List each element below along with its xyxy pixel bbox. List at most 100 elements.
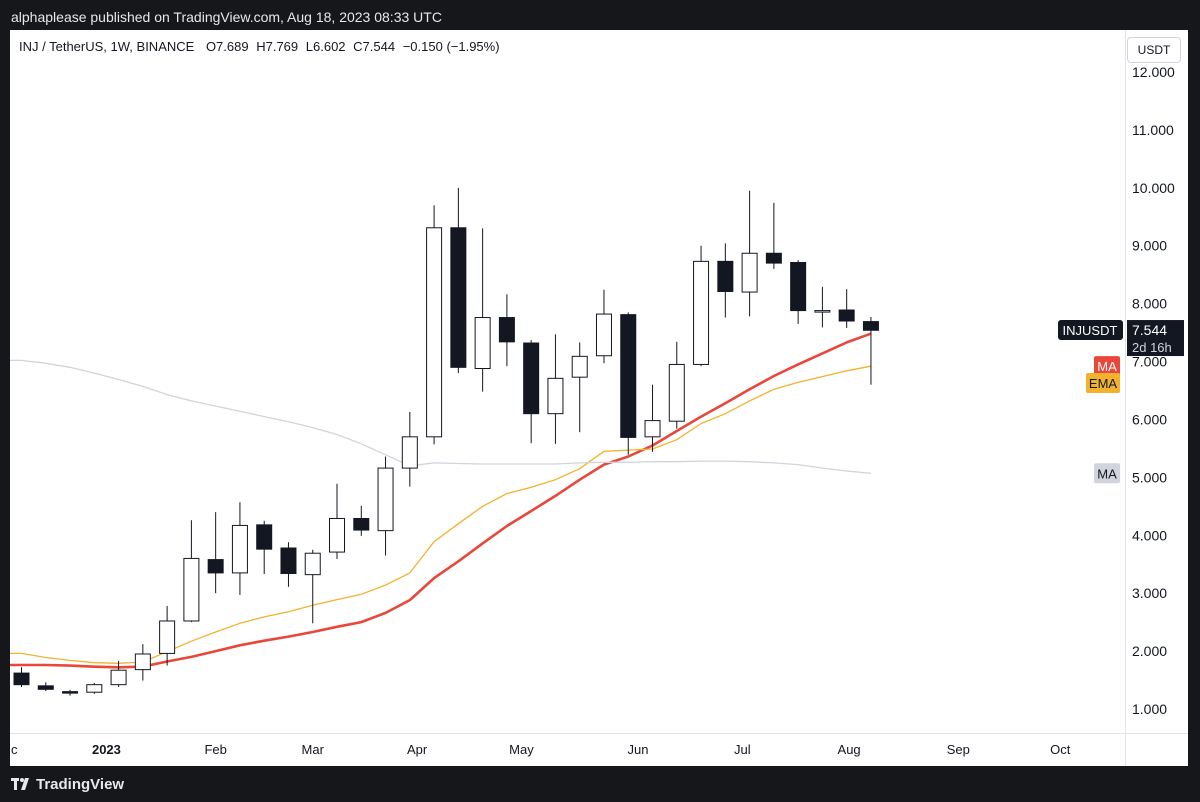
candle[interactable] [377,456,394,556]
footer-bar: TradingView [0,766,1200,802]
footer-brand[interactable]: TradingView [36,776,125,793]
candle-body-down [207,559,224,574]
candle-body-down [62,691,79,694]
candle[interactable] [353,505,370,536]
candle[interactable] [838,289,855,328]
candle-body-up [110,669,127,686]
candle-body-down [13,672,30,686]
y-tick-label: 2.000 [1132,643,1167,659]
candle-body-up [134,653,151,671]
candle-body-up [474,317,491,369]
candle[interactable] [765,202,782,269]
candle[interactable] [547,334,564,444]
symbol-tag-text: INJUSDT [1063,323,1118,338]
high-value: H7.769 [256,39,299,54]
candles [13,187,879,696]
candle[interactable] [304,549,321,624]
y-tick-label: 6.000 [1132,411,1167,427]
candle[interactable] [426,205,443,445]
candle-body-up [547,377,564,415]
x-tick-label: Jul [734,742,751,757]
candle[interactable] [523,340,540,444]
series-label-bg-0 [1094,356,1120,377]
candle-body-down [862,321,879,331]
candle-body-down [523,342,540,415]
candle[interactable] [474,228,491,392]
series-label-2: MA [1097,466,1117,481]
candle-body-down [838,309,855,322]
candle-body-down [37,685,54,690]
candle[interactable] [329,483,346,560]
candle[interactable] [37,682,54,692]
x-tick-label: Sep [947,742,970,757]
candle[interactable] [231,502,248,595]
candle-body-down [498,317,515,343]
candle[interactable] [498,294,515,367]
axis-labels: INJUSDT 7.544 2d 16h MA EMA MA [1058,320,1184,484]
candle[interactable] [620,312,637,455]
series-label-1: EMA [1089,376,1118,391]
y-tick-label: 12.000 [1132,64,1175,80]
candle[interactable] [814,286,831,328]
candle-body-up [426,227,443,438]
x-tick-label: Aug [838,742,861,757]
currency-button[interactable]: USDT [1127,37,1181,63]
candle-body-up [595,313,612,357]
candle[interactable] [450,187,467,374]
candle-body-up [159,620,176,654]
time-axis[interactable]: c 2023 Feb Mar Apr May Jun Jul Aug Sep Oct [11,742,1071,757]
low-value: L6.602 [305,39,346,54]
candle[interactable] [401,411,418,487]
candle[interactable] [862,316,879,385]
candle[interactable] [183,520,200,623]
tradingview-logo-icon[interactable] [11,777,33,791]
series-label-0: MA [1097,359,1117,374]
x-tick-label: Mar [302,742,325,757]
y-tick-label: 9.000 [1132,238,1167,254]
y-tick-label: 4.000 [1132,527,1167,543]
x-tick-label: Oct [1050,742,1071,757]
candle[interactable] [595,289,612,364]
candle[interactable] [693,245,710,367]
publisher-text: alphaplease published on TradingView.com… [11,9,442,25]
candle[interactable] [13,667,30,687]
candle-body-down [256,524,273,550]
candle[interactable] [668,341,685,429]
symbol-legend[interactable]: INJ / TetherUS, 1W, BINANCE O7.689 H7.76… [19,39,500,54]
candle-body-up [86,684,103,693]
candle-body-down [765,252,782,264]
candle[interactable] [256,520,273,575]
candle-body-up [401,436,418,469]
symbol-name[interactable]: INJ / TetherUS, 1W, BINANCE [19,39,195,54]
candle[interactable] [571,342,588,433]
candle-body-down [280,547,297,574]
y-tick-label: 3.000 [1132,585,1167,601]
symbol-price-tag[interactable]: INJUSDT 7.544 2d 16h [1058,320,1184,357]
candle-body-up [644,420,661,438]
candle[interactable] [280,542,297,587]
candle-body-down [620,314,637,438]
candle[interactable] [644,384,661,452]
price-chart[interactable]: 12.000 11.000 10.000 9.000 8.000 7.000 6.000 5.… [10,30,1188,766]
candle[interactable] [110,660,127,687]
close-value: C7.544 [353,39,396,54]
y-tick-label: 7.000 [1132,354,1167,370]
candle-body-up [304,552,321,576]
candle[interactable] [741,190,758,317]
candle-body-up [377,467,394,532]
x-tick-label: May [509,742,534,757]
candle-body-up [814,310,831,313]
chart-panel[interactable]: 12.000 11.000 10.000 9.000 8.000 7.000 6.000 5.… [10,30,1188,766]
candle-body-up [693,260,710,365]
candle[interactable] [134,644,151,681]
candle[interactable] [62,689,79,696]
candle[interactable] [86,682,103,694]
candle[interactable] [717,243,734,318]
candle[interactable] [159,605,176,666]
price-tag-countdown: 2d 16h [1132,340,1172,355]
candle[interactable] [207,512,224,594]
x-tick-label: Feb [204,742,226,757]
candle[interactable] [790,260,807,324]
price-axis[interactable]: 12.000 11.000 10.000 9.000 8.000 7.000 6.000 5.… [1132,64,1175,717]
candle-body-up [668,363,685,422]
